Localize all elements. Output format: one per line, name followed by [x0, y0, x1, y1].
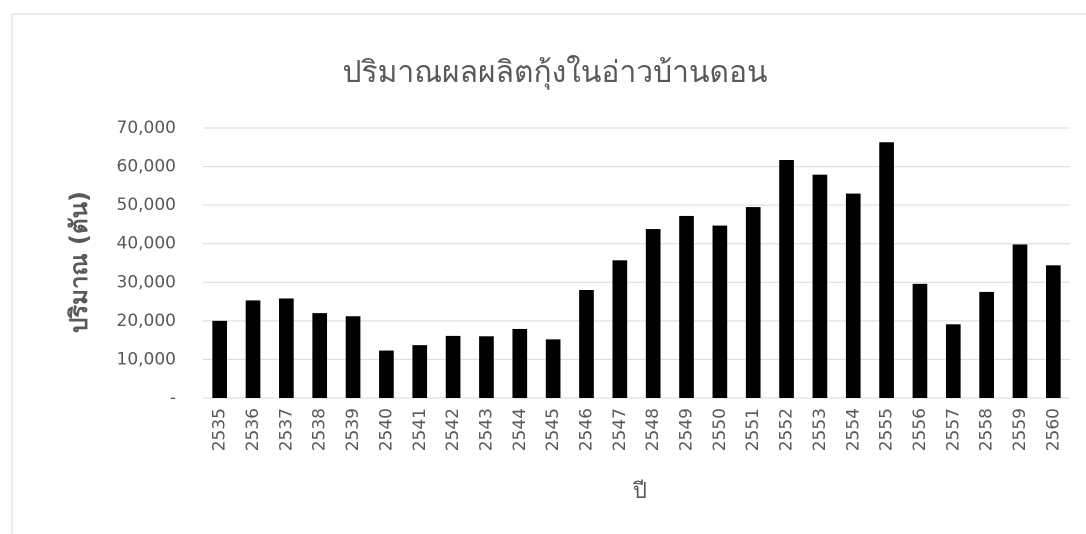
bar: [545, 339, 561, 398]
bar: [845, 193, 861, 398]
chart-title: ปริมาณผลผลิตกุ้งในอ่าวบ้านดอน: [342, 55, 767, 91]
bar: [679, 215, 694, 398]
x-tick-label: 2551: [743, 408, 763, 451]
x-tick-label: 2536: [243, 408, 263, 451]
x-tick-label: 2537: [276, 408, 296, 451]
x-tick-label: 2539: [343, 408, 363, 451]
x-axis-title: ปี: [632, 479, 647, 504]
x-tick-label: 2544: [510, 408, 530, 451]
bar: [712, 225, 728, 398]
y-tick-label: 40,000: [117, 234, 176, 254]
x-tick-label: 2558: [977, 408, 997, 451]
x-tick-label: 2541: [410, 408, 430, 451]
bar: [912, 283, 928, 398]
x-tick-label: 2546: [576, 408, 596, 451]
bar: [379, 350, 394, 398]
x-tick-label: 2559: [1010, 408, 1030, 451]
x-tick-label: 2548: [643, 408, 663, 451]
bar: [612, 260, 628, 398]
bar: [945, 324, 961, 398]
y-tick-label: 20,000: [117, 311, 176, 331]
x-tick-label: 2540: [376, 408, 396, 451]
bar: [879, 142, 894, 398]
bar: [512, 328, 528, 398]
bar: [445, 335, 461, 398]
bar: [245, 300, 261, 398]
bar: [812, 174, 828, 398]
bar: [212, 320, 228, 398]
bar: [412, 345, 428, 398]
x-tick-label: 2543: [476, 408, 496, 451]
x-tick-label: 2549: [677, 408, 697, 451]
y-axis-title: ปริมาณ (ตัน): [65, 191, 93, 333]
x-tick-label: 2542: [443, 408, 463, 451]
x-tick-label: 2538: [310, 408, 330, 451]
x-tick-label: 2557: [943, 408, 963, 451]
bar: [312, 313, 328, 398]
y-tick-label: 60,000: [117, 157, 176, 177]
bar: [345, 316, 361, 398]
bar: [645, 229, 661, 398]
y-tick-label: 30,000: [117, 272, 176, 292]
y-tick-label: 50,000: [117, 195, 176, 215]
bar: [779, 160, 794, 398]
y-tick-label: -: [170, 388, 176, 408]
x-tick-label: 2560: [1043, 408, 1063, 451]
x-tick-label: 2552: [777, 408, 797, 451]
x-tick-label: 2556: [910, 408, 930, 451]
bar: [479, 336, 494, 398]
bar: [579, 290, 594, 398]
bar: [1012, 244, 1028, 398]
x-tick-label: 2554: [843, 408, 863, 451]
x-tick-label: 2547: [610, 408, 630, 451]
x-tick-label: 2553: [810, 408, 830, 451]
chart-border: [11, 13, 1086, 534]
x-tick-label: 2545: [543, 408, 563, 451]
bar: [1045, 265, 1061, 398]
y-tick-label: 70,000: [117, 118, 176, 138]
bar: [279, 298, 294, 398]
bar: [979, 291, 994, 398]
x-tick-label: 2555: [877, 408, 897, 451]
x-tick-label: 2535: [210, 408, 230, 451]
x-tick-label: 2550: [710, 408, 730, 451]
bar: [745, 207, 761, 398]
y-tick-label: 10,000: [117, 349, 176, 369]
